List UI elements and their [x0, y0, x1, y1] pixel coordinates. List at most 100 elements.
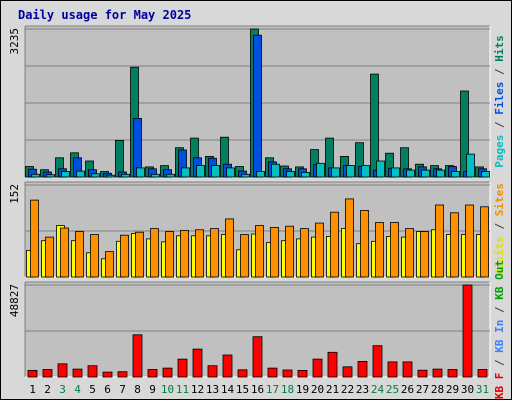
bar-kb-f	[42, 369, 53, 378]
bar-kb-f	[267, 367, 278, 378]
day-tick-label: 13	[206, 383, 219, 396]
bar-pages	[226, 167, 235, 178]
bar-pages	[136, 167, 145, 178]
day-tick-label: 17	[266, 383, 279, 396]
bar-sites	[210, 228, 219, 278]
bar-pages	[286, 171, 295, 178]
bar-kb-f	[237, 369, 248, 378]
day-tick-label: 6	[104, 383, 111, 396]
series-axis-label: Visits / Sites	[493, 183, 506, 276]
bar-pages	[451, 171, 460, 178]
bar-sites	[90, 234, 99, 278]
bar-kb-f	[372, 345, 383, 378]
bar-kb-f	[192, 348, 203, 378]
bar-hits	[115, 139, 124, 178]
day-tick-label: 31	[476, 383, 489, 396]
day-tick-label: 7	[119, 383, 126, 396]
day-tick-label: 23	[356, 383, 369, 396]
series-axis-label-part: Files	[493, 82, 506, 115]
bar-kb-f	[252, 336, 263, 378]
day-tick-label: 30	[461, 383, 474, 396]
bar-sites	[420, 231, 429, 278]
day-tick-label: 16	[251, 383, 264, 396]
bar-kb-f	[282, 369, 293, 378]
bar-sites	[255, 225, 264, 278]
bar-kb-f	[477, 369, 488, 378]
bar-sites	[60, 227, 69, 278]
bar-sites	[315, 222, 324, 278]
bar-kb-f	[102, 371, 113, 378]
day-tick-label: 12	[191, 383, 204, 396]
bar-pages	[241, 173, 250, 178]
bar-pages	[301, 171, 310, 178]
bar-kb-f	[357, 360, 368, 378]
max-value-label: 3235	[8, 28, 21, 55]
bar-sites	[480, 206, 489, 278]
day-tick-label: 4	[74, 383, 81, 396]
bar-kb-f	[387, 361, 398, 378]
bar-kb-f	[222, 354, 233, 378]
day-tick-label: 28	[431, 383, 444, 396]
bar-kb-f	[57, 363, 68, 378]
day-tick-label: 14	[221, 383, 235, 396]
day-tick-label: 9	[149, 383, 156, 396]
bar-sites	[195, 229, 204, 278]
bar-pages	[466, 153, 475, 178]
bar-kb-f	[432, 368, 443, 378]
bar-kb-f	[147, 369, 158, 378]
bar-sites	[465, 204, 474, 278]
series-axis-label-part: /	[493, 353, 506, 373]
bar-kb-f	[327, 351, 338, 378]
bar-kb-f	[117, 371, 128, 378]
day-tick-label: 22	[341, 383, 354, 396]
day-tick-label: 5	[89, 383, 96, 396]
bar-pages	[271, 163, 280, 178]
bar-pages	[121, 173, 130, 178]
bar-pages	[91, 173, 100, 178]
bar-pages	[61, 171, 70, 178]
bar-sites	[165, 231, 174, 278]
day-tick-label: 19	[296, 383, 309, 396]
day-tick-label: 29	[446, 383, 459, 396]
day-tick-label: 8	[134, 383, 141, 396]
series-axis-label-part: Pages	[493, 135, 506, 168]
bar-kb-f	[207, 365, 218, 378]
bar-pages	[166, 173, 175, 178]
bar-sites	[240, 234, 249, 278]
day-tick-label: 2	[44, 383, 51, 396]
series-axis-label-part: KB In	[493, 320, 506, 353]
series-axis-label-part: /	[493, 62, 506, 82]
bar-pages	[46, 174, 55, 178]
bar-kb-f	[27, 369, 38, 378]
bar-kb-f	[402, 361, 413, 378]
bar-sites	[405, 228, 414, 278]
series-axis-label-part: Visits	[493, 236, 506, 276]
bar-sites	[45, 236, 54, 278]
day-tick-label: 24	[371, 383, 385, 396]
bar-kb-f	[162, 367, 173, 378]
bar-pages	[331, 167, 340, 178]
bar-sites	[270, 226, 279, 278]
bar-sites	[390, 222, 399, 278]
bar-kb-f	[462, 284, 473, 378]
series-axis-label-part: Sites	[493, 183, 506, 216]
bar-pages	[481, 171, 490, 178]
day-tick-label: 1	[29, 383, 36, 396]
series-axis-label-part: KB Out	[493, 260, 506, 300]
bar-pages	[316, 162, 325, 178]
chart-title: Daily usage for May 2025	[18, 8, 191, 22]
bar-sites	[360, 209, 369, 278]
bar-pages	[76, 170, 85, 178]
bar-pages	[106, 174, 115, 178]
bar-pages	[346, 165, 355, 178]
bar-sites	[285, 225, 294, 278]
day-tick-label: 20	[311, 383, 324, 396]
bar-sites	[375, 222, 384, 278]
bar-pages	[151, 173, 160, 178]
series-axis-label: KB F / KB In / KB Out	[493, 260, 506, 399]
day-tick-label: 15	[236, 383, 249, 396]
day-tick-label: 10	[161, 383, 174, 396]
day-tick-label: 18	[281, 383, 294, 396]
series-axis-label-part: /	[493, 115, 506, 135]
